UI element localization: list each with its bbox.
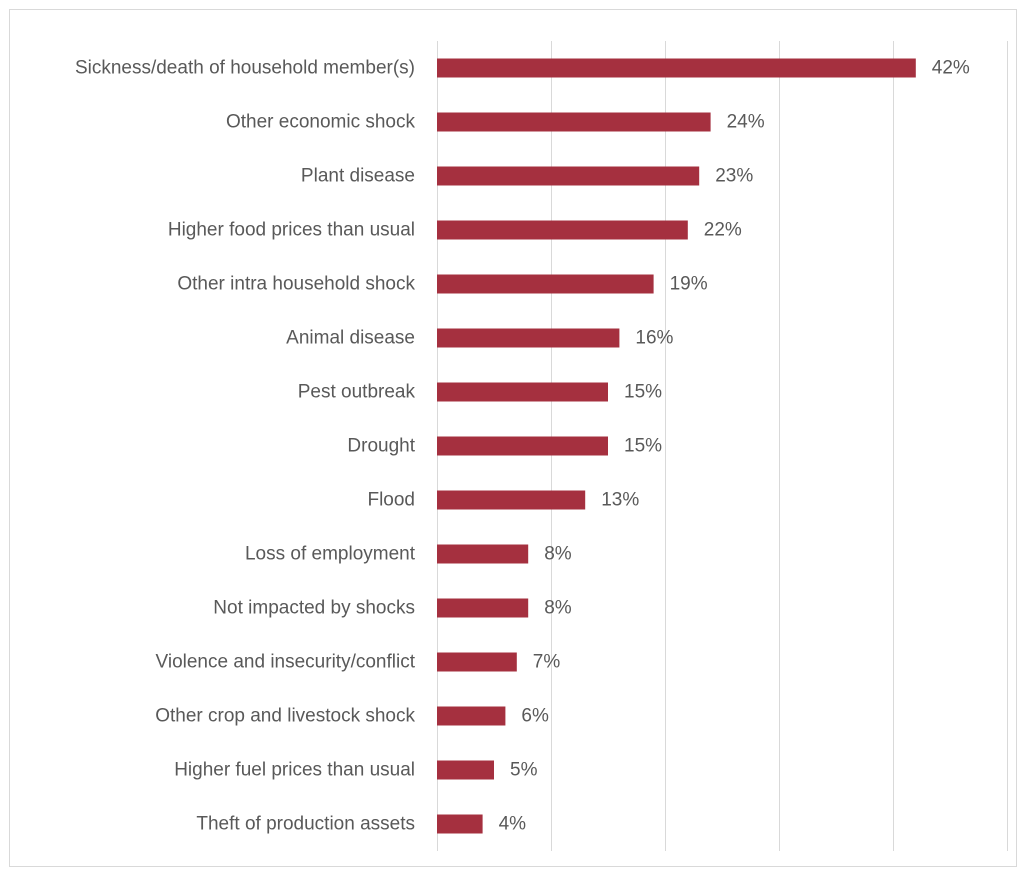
category-label-7: Drought (347, 436, 415, 457)
data-labels: 42% 24% 23% 22% 19% 16% 15% 15% 13% 8% 8% 7% 6% 5% 4% (499, 58, 970, 835)
data-label-14: 4% (499, 814, 527, 835)
data-label-9: 8% (544, 544, 572, 565)
category-label-13: Higher fuel prices than usual (174, 760, 415, 781)
data-label-3: 22% (704, 220, 742, 241)
data-label-6: 15% (624, 382, 662, 403)
data-label-2: 23% (715, 166, 753, 187)
chart-frame: Sickness/death of household member(s) Oth… (9, 9, 1017, 867)
bars (437, 58, 916, 834)
bar-5 (437, 328, 620, 348)
data-label-13: 5% (510, 760, 538, 781)
bar-9 (437, 544, 529, 564)
bar-11 (437, 652, 517, 672)
bar-3 (437, 220, 688, 240)
bar-0 (437, 58, 916, 78)
data-label-5: 16% (635, 328, 673, 349)
data-label-7: 15% (624, 436, 662, 457)
category-label-1: Other economic shock (226, 112, 416, 133)
bar-12 (437, 706, 506, 726)
category-label-4: Other intra household shock (177, 274, 415, 295)
category-label-14: Theft of production assets (196, 814, 415, 835)
data-label-10: 8% (544, 598, 572, 619)
category-label-6: Pest outbreak (298, 382, 416, 403)
bar-1 (437, 112, 711, 132)
category-label-5: Animal disease (286, 328, 415, 349)
data-label-11: 7% (533, 652, 561, 673)
category-label-9: Loss of employment (245, 544, 416, 565)
category-label-8: Flood (367, 490, 415, 511)
category-label-10: Not impacted by shocks (213, 598, 415, 619)
category-label-2: Plant disease (301, 166, 415, 187)
data-label-1: 24% (727, 112, 765, 133)
category-label-11: Violence and insecurity/conflict (156, 652, 416, 673)
category-labels: Sickness/death of household member(s) Oth… (75, 58, 416, 835)
data-label-0: 42% (932, 58, 970, 79)
bar-chart: Sickness/death of household member(s) Oth… (75, 41, 1008, 851)
bar-2 (437, 166, 700, 186)
category-label-3: Higher food prices than usual (168, 220, 415, 241)
bar-6 (437, 382, 608, 402)
data-label-4: 19% (670, 274, 708, 295)
bar-4 (437, 274, 654, 294)
bar-14 (437, 814, 483, 834)
bar-13 (437, 760, 494, 780)
category-label-12: Other crop and livestock shock (155, 706, 415, 727)
bar-10 (437, 598, 529, 618)
bar-7 (437, 436, 608, 456)
data-label-8: 13% (601, 490, 639, 511)
bar-8 (437, 490, 586, 510)
category-label-0: Sickness/death of household member(s) (75, 58, 415, 79)
data-label-12: 6% (521, 706, 549, 727)
